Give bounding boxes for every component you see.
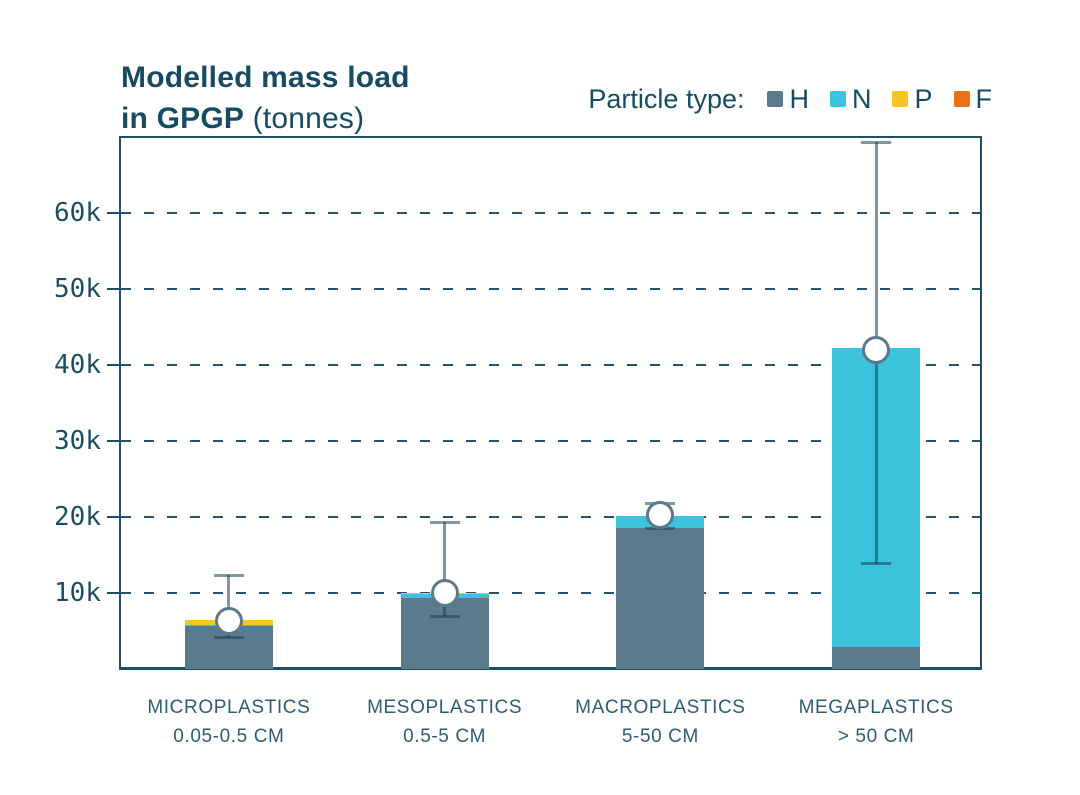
y-axis-tick [107,440,119,442]
legend-swatch-p-icon [892,91,909,107]
legend-title: Particle type: [588,83,745,114]
y-axis-tick [107,288,119,290]
y-tick-label: 30k [54,426,101,456]
legend-swatch-f-icon [953,91,970,107]
x-axis-label-name: MACROPLASTICS [575,697,746,718]
legend: Particle type: H N P F [588,82,992,116]
legend-item-p-label: P [914,83,933,114]
error-bar-line [227,574,231,638]
x-axis-label-name: MICROPLASTICS [147,697,311,718]
error-bar-marker [430,579,459,607]
y-axis-tick [107,364,119,366]
x-axis-label-name: MEGAPLASTICS [798,697,954,718]
error-bar-marker [862,335,891,364]
legend-item-n: N [829,83,872,115]
x-axis-label-mesoplastics: MESOPLASTICS 0.5-5 CM [325,693,565,751]
legend-item-f: F [953,83,993,115]
legend-item-n-label: N [851,83,872,114]
x-axis-label-megaplastics: MEGAPLASTICS > 50 CM [756,693,996,751]
y-tick-label: 10k [54,578,101,608]
x-axis-label-microplastics: MICROPLASTICS 0.05-0.5 CM [109,693,349,751]
chart-title-line2-bold: in GPGP [121,102,245,135]
chart-title-line2: in GPGP (tonnes) [121,98,410,139]
error-bar-marker [214,607,243,636]
error-bar-cap-bottom [213,635,244,639]
y-tick-label: 40k [54,350,101,380]
chart-title-line1: Modelled mass load [121,61,410,94]
y-tick-label: 20k [54,502,101,532]
x-axis-label-size: 5-50 CM [621,726,699,747]
gridline-50k [121,288,980,290]
gridline-40k [121,364,980,366]
x-axis-label-size: > 50 CM [837,726,915,747]
legend-swatch-n-icon [829,91,846,107]
legend-item-h: H [767,84,809,115]
x-axis-label-size: 0.5-5 CM [403,726,487,747]
x-axis-label-size: 0.05-0.5 CM [173,726,285,747]
gridline-60k [121,212,980,214]
gridline-10k [121,592,980,594]
legend-item-h-label: H [789,83,809,114]
error-bar-cap-top [861,141,892,145]
chart-title: Modelled mass load in GPGP (tonnes) [121,57,410,139]
gridline-30k [121,440,980,442]
x-axis-label-macroplastics: MACROPLASTICS 5-50 CM [540,693,780,751]
legend-swatch-h-icon [767,91,784,107]
y-axis-tick [107,592,119,594]
y-tick-label: 50k [54,274,101,304]
error-bar-line [443,521,447,618]
error-bar-marker [646,500,675,529]
error-bar-cap-bottom [861,562,892,566]
error-bar-cap-bottom [429,615,460,619]
legend-item-f-label: F [975,83,993,114]
y-tick-label: 60k [54,198,101,228]
chart-title-line2-unit: (tonnes) [244,102,365,135]
plot-area: 10k 20k 30k 40k 50k 60k MICROPLASTICS 0.05-0.5 … [54,136,982,747]
error-bar-cap-top [429,520,460,524]
bar-megaplastics-segment-H [832,647,921,669]
y-axis-tick [107,212,119,214]
gridline-20k [121,516,980,518]
y-axis-tick [107,516,119,518]
bar-macroplastics-segment-H [616,528,705,669]
x-axis-label-name: MESOPLASTICS [367,697,523,718]
error-bar-cap-bottom [645,527,676,531]
legend-item-p: P [892,83,933,115]
error-bar-cap-top [213,573,244,577]
